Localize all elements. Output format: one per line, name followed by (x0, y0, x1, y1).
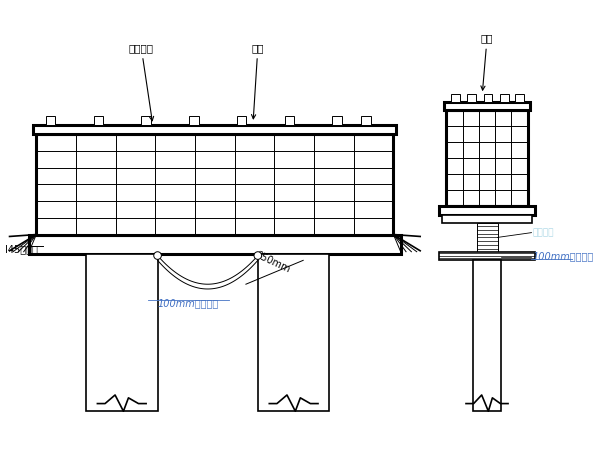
Bar (439, 252, 535, 261)
Circle shape (154, 252, 161, 259)
Bar (189, 116, 199, 125)
Text: I45承重梁: I45承重梁 (5, 244, 38, 254)
Bar (443, 102, 530, 110)
Bar (284, 116, 294, 125)
Bar (94, 116, 103, 125)
Text: 650mm: 650mm (254, 250, 292, 274)
Bar (473, 261, 502, 411)
Bar (361, 116, 371, 125)
Bar (258, 254, 329, 411)
Text: 对拧螺栓: 对拧螺栓 (532, 228, 554, 237)
Bar (142, 116, 151, 125)
Bar (439, 206, 535, 216)
Bar (500, 94, 509, 102)
Bar (332, 116, 342, 125)
Bar (36, 134, 394, 234)
Bar (446, 110, 527, 206)
Text: 型钢背枋: 型钢背枋 (129, 43, 154, 121)
Bar (484, 94, 492, 102)
Circle shape (254, 252, 262, 259)
Bar (442, 216, 532, 223)
Bar (29, 234, 401, 254)
Bar (34, 125, 397, 134)
Bar (467, 94, 476, 102)
Bar (451, 94, 460, 102)
Bar (476, 223, 497, 252)
Text: 100mm圆钢扁担: 100mm圆钢扁担 (532, 252, 593, 261)
Bar (237, 116, 247, 125)
Bar (46, 116, 55, 125)
Bar (86, 254, 158, 411)
Text: 拉杆: 拉杆 (481, 34, 493, 90)
Text: 100mm圆钢扁担: 100mm圆钢扁担 (158, 298, 219, 309)
Text: 钢模: 钢模 (251, 43, 264, 119)
Bar (515, 94, 524, 102)
